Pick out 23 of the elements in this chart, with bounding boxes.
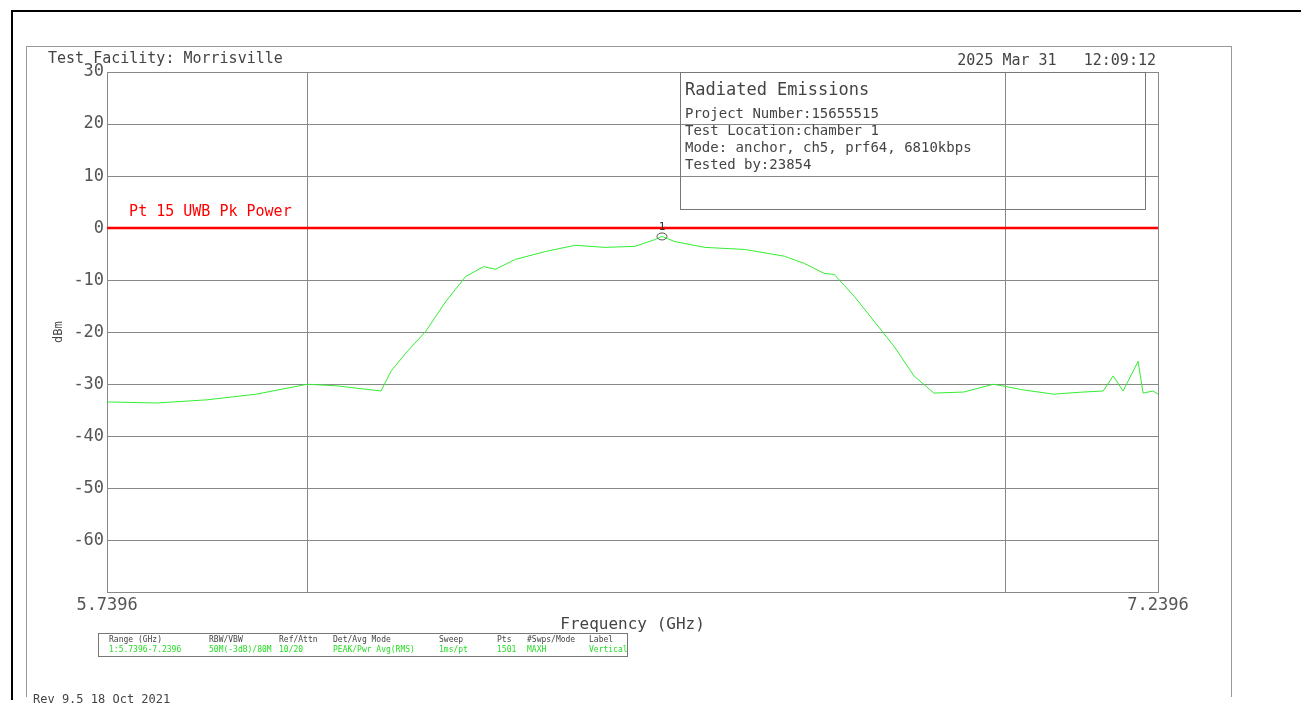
annotation: Project Number:15655515: [685, 105, 880, 122]
x-tick-label: 7.2396: [1127, 594, 1189, 615]
annotation: 1: [658, 219, 666, 233]
y-tick-label: -40: [73, 424, 105, 445]
x-axis-title: Frequency (GHz): [560, 613, 705, 633]
annotation: Test Location:chamber 1: [685, 122, 880, 139]
y-tick-label: -60: [73, 528, 105, 549]
y-tick-label: -20: [73, 320, 105, 341]
y-tick-label: -10: [73, 268, 105, 289]
y-tick-label: -30: [73, 372, 105, 393]
y-tick-label: 10: [83, 164, 105, 185]
annotation: Radiated Emissions: [685, 79, 871, 99]
y-tick-label: -50: [73, 476, 105, 497]
text: 2025 Mar 31 12:09:12: [957, 51, 1156, 69]
y-axis-title: dBm: [51, 321, 66, 344]
settings-table: Range (GHz) RBW/VBW Ref/Attn Det/Avg Mode Sweep Pts #Swps/Mode Label 1:5.7396-7.2396 50M(-3dB)/80M 10/20 PEAK/Pwr Avg(RMS) 1ms/pt 1501 MAXH Vertical: [98, 633, 628, 657]
y-tick-label: 0: [93, 216, 105, 237]
text: Rev 9.5 18 Oct 2021: [33, 692, 171, 706]
annotation: Tested by:23854: [685, 156, 813, 173]
ref-line-label: Pt 15 UWB Pk Power: [129, 201, 292, 220]
x-tick-label: 5.7396: [76, 594, 138, 615]
annotation: Mode: anchor, ch5, prf64, 6810kbps: [685, 139, 973, 156]
y-tick-label: 20: [83, 112, 105, 133]
